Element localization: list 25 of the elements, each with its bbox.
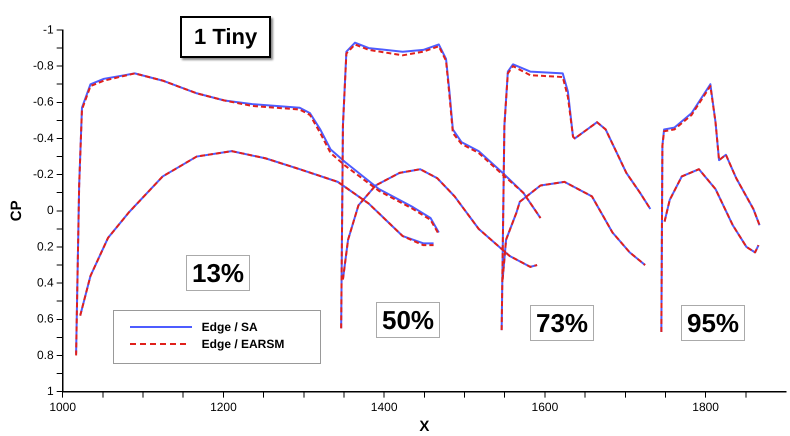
y-tick-label: 0.8: [36, 348, 54, 362]
x-tick-label: 1800: [692, 400, 720, 414]
annotation: 95%: [681, 305, 746, 341]
y-tick-label: -0.8: [32, 58, 54, 72]
y-tick-label: 0.4: [36, 275, 54, 290]
y-tick-label: 0.2: [36, 239, 54, 254]
chart-title: 1 Tiny: [180, 16, 272, 58]
x-axis-title: X: [419, 418, 430, 436]
x-tick-label: 1000: [49, 400, 76, 414]
y-tick-label: 0: [46, 203, 54, 218]
annotation: 13%: [186, 255, 250, 291]
y-tick-label: -0.2: [32, 166, 54, 181]
y-axis-title: CP: [8, 200, 26, 222]
y-tick-label: 0.6: [36, 312, 54, 326]
x-tick-label: 1600: [532, 400, 559, 414]
annotation: 73%: [530, 305, 594, 341]
x-tick-label: 1400: [370, 400, 398, 414]
legend-label: Edge / EARSM: [202, 337, 284, 352]
y-tick-label: 1: [46, 384, 54, 398]
y-tick-label: -0.6: [32, 94, 54, 109]
y-tick-label: -0.4: [32, 130, 54, 145]
y-tick-label: -1: [43, 22, 54, 36]
x-tick-label: 1200: [210, 400, 238, 414]
annotation: 50%: [376, 302, 440, 338]
legend-label: Edge / SA: [202, 320, 258, 334]
